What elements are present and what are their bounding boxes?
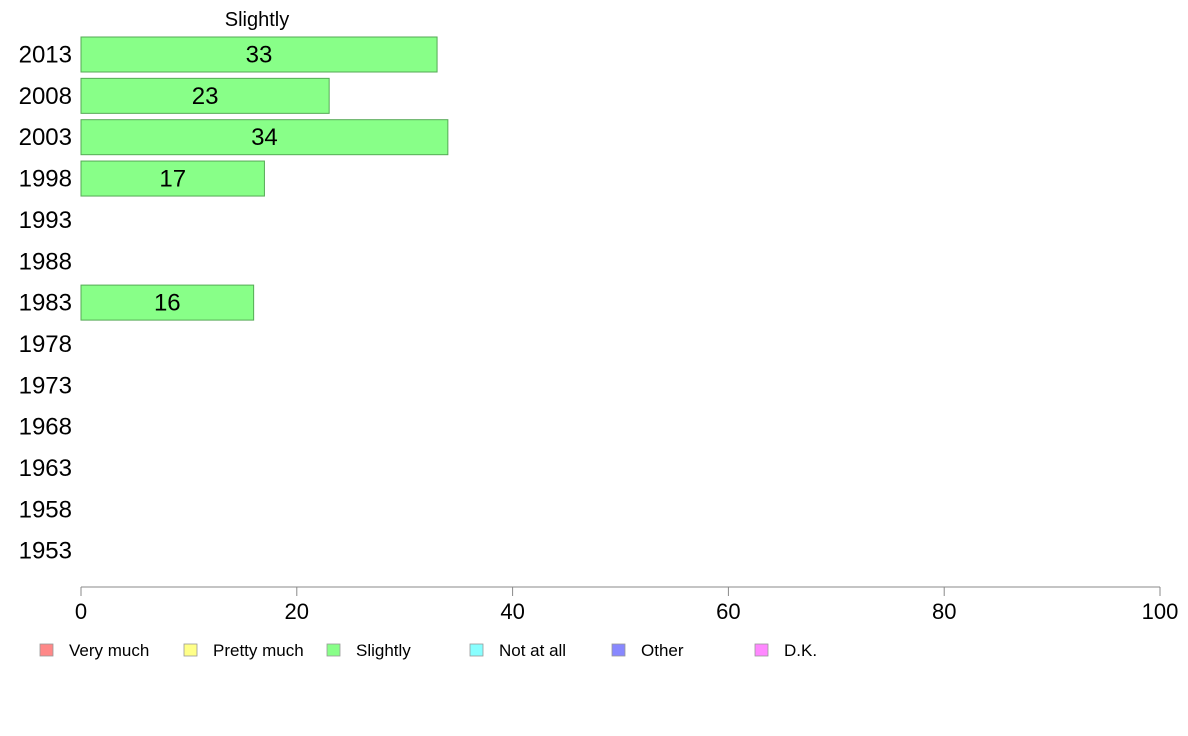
y-tick-label: 2008: [19, 83, 72, 110]
legend-label: Very much: [69, 641, 149, 660]
y-tick-label: 1958: [19, 496, 72, 523]
x-tick-label: 100: [1142, 599, 1179, 624]
bar-2013: [80, 36, 438, 73]
x-tick-label: 80: [932, 599, 956, 624]
bar-value-label: 17: [159, 166, 186, 193]
y-tick-label: 1988: [19, 248, 72, 275]
bar-value-label: 23: [192, 83, 219, 110]
y-tick-label: 1953: [19, 538, 72, 565]
chart-title: Slightly: [225, 9, 289, 31]
bar-value-label: 33: [246, 42, 273, 69]
y-tick-label: 1963: [19, 455, 72, 482]
bar-1998: [80, 160, 265, 197]
bar-2003: [80, 119, 449, 156]
bar-value-label: 16: [154, 290, 181, 317]
legend-swatch: [326, 643, 341, 657]
y-tick-label: 2003: [19, 124, 72, 151]
legend-label: D.K.: [784, 641, 817, 660]
y-tick-label: 1968: [19, 414, 72, 441]
y-axis-labels: 2013 2008 2003 1998 1993 1988 1983 1978 1973 1968…: [19, 42, 72, 565]
x-tick-label: 60: [716, 599, 740, 624]
legend-label: Slightly: [356, 641, 411, 660]
x-tick-label: 0: [75, 599, 87, 624]
bar-value-label: 34: [251, 124, 278, 151]
x-tick-label: 40: [500, 599, 524, 624]
legend: Very much Pretty much Slightly Not at all Ot…: [39, 641, 817, 660]
legend-swatch: [469, 643, 484, 657]
bar-1983: [80, 284, 255, 321]
y-tick-label: 1998: [19, 166, 72, 193]
legend-label: Other: [641, 641, 684, 660]
y-tick-label: 1973: [19, 372, 72, 399]
legend-swatch: [39, 643, 54, 657]
y-tick-label: 2013: [19, 42, 72, 69]
legend-swatch: [611, 643, 626, 657]
bar-2008: [80, 77, 330, 114]
y-tick-label: 1993: [19, 207, 72, 234]
y-tick-label: 1983: [19, 290, 72, 317]
legend-label: Not at all: [499, 641, 566, 660]
x-axis: 0 20 40 60 80 100: [75, 586, 1179, 624]
y-tick-label: 1978: [19, 331, 72, 358]
legend-label: Pretty much: [213, 641, 304, 660]
legend-swatch: [754, 643, 769, 657]
x-tick-label: 20: [285, 599, 309, 624]
bars: 33 23 34 17 16: [80, 36, 449, 321]
legend-swatch: [183, 643, 198, 657]
